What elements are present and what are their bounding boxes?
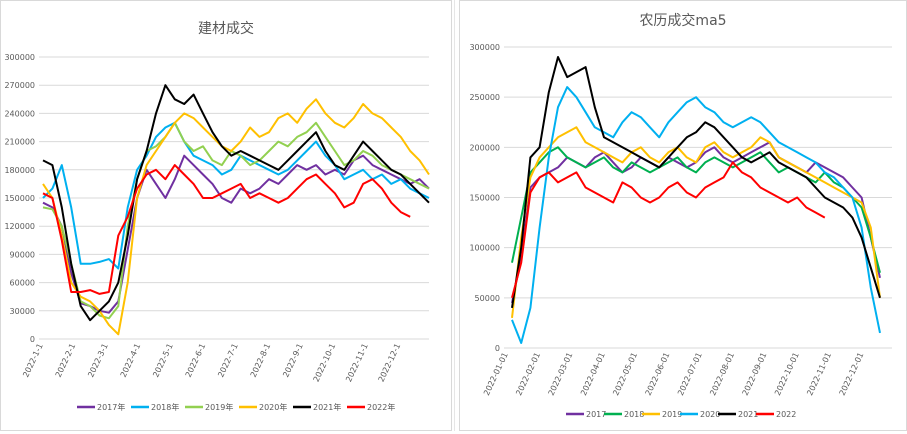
y-tick-label: 150000 [469, 194, 500, 203]
y-tick-label: 90000 [10, 250, 35, 259]
y-tick-label: 300000 [4, 53, 35, 62]
chart-panel-right: 农历成交ma5 0 50000 100000 150000 200000 250000 300… [459, 0, 907, 431]
legend-label: 2017 [586, 410, 606, 419]
x-tick-label: 2022-9-1 [281, 342, 305, 379]
x-tick-label: 2022-08-01 [708, 351, 736, 397]
x-tick-label: 2022-10-1 [312, 342, 338, 383]
y-tick-label: 200000 [469, 143, 500, 152]
x-tick-label: 2022-8-1 [249, 342, 273, 379]
y-tick-label: 100000 [469, 244, 500, 253]
x-tick-label: 2022-12-01 [838, 351, 866, 397]
legend-label: 2019 [662, 410, 682, 419]
y-tick-label: 250000 [469, 93, 500, 102]
x-tick-label: 2022-04-01 [579, 351, 607, 397]
series-line-2020年 [42, 98, 430, 336]
x-tick-label: 2022-06-01 [644, 351, 672, 397]
y-tick-label: 270000 [4, 81, 35, 90]
x-tick-label: 2022-05-01 [611, 351, 639, 397]
series-line-2017 [511, 141, 881, 304]
x-tick-label: 2022-03-01 [547, 351, 575, 397]
series-line-2018年 [42, 121, 430, 270]
y-tick-label: 240000 [4, 109, 35, 118]
series-line-2021年 [42, 84, 430, 322]
x-tick-label: 2022-7-1 [216, 342, 240, 379]
y-tick-label: 210000 [4, 138, 35, 147]
series-line-2019年 [42, 121, 430, 320]
series-line-2020 [511, 86, 881, 344]
x-tick-label: 2022-12-1 [377, 342, 403, 383]
legend-label: 2018年 [151, 402, 179, 412]
chart-building-materials: 建材成交 0 30000 60000 90000 120000 150000 180000 21… [4, 20, 430, 412]
x-tick-label: 2022-1-1 [21, 342, 45, 379]
x-tick-label: 2022-6-1 [184, 342, 208, 379]
y-tick-label: 30000 [10, 307, 35, 316]
legend-label: 2018 [624, 410, 644, 419]
y-tick-label: 120000 [4, 222, 35, 231]
legend-label: 2017年 [97, 402, 125, 412]
legend-label: 2022 [776, 410, 796, 419]
y-tick-label: 0 [30, 335, 35, 344]
x-tick-label: 2022-10-01 [773, 351, 801, 397]
y-tick-label: 180000 [4, 166, 35, 175]
y-tick-label: 50000 [475, 294, 500, 303]
x-tick-label: 2022-3-1 [86, 342, 110, 379]
series-line-2019 [511, 126, 881, 319]
x-tick-label: 2022-5-1 [151, 342, 175, 379]
legend-label: 2019年 [205, 402, 233, 412]
y-tick-label: 0 [495, 344, 500, 353]
x-tick-label: 2022-4-1 [119, 342, 143, 379]
y-tick-label: 150000 [4, 194, 35, 203]
x-tick-label: 2022-2-1 [54, 342, 78, 379]
x-tick-label: 2022-11-1 [344, 342, 370, 383]
chart-title: 建材成交 [198, 20, 254, 37]
x-tick-label: 2022-09-01 [741, 351, 769, 397]
chart-panel-left: 建材成交 0 30000 60000 90000 120000 150000 180000 21… [0, 0, 452, 431]
y-tick-label: 300000 [469, 43, 500, 52]
x-tick-label: 2022-11-01 [805, 351, 833, 397]
legend-label: 2021年 [313, 402, 341, 412]
panel-separator [454, 0, 455, 431]
series-line-2022年 [42, 164, 411, 295]
series-line-2018 [511, 146, 881, 274]
legend-label: 2022年 [367, 402, 395, 412]
y-tick-label: 60000 [10, 279, 35, 288]
series-line-2022 [511, 161, 826, 299]
chart-title: 农历成交ma5 [639, 12, 726, 29]
x-tick-label: 2022-07-01 [676, 351, 704, 397]
x-tick-label: 2022-01-01 [482, 351, 510, 397]
legend-label: 2021 [738, 410, 758, 419]
series-line-2021 [511, 56, 881, 309]
legend-label: 2020 [700, 410, 720, 419]
chart-lunar-ma5: 农历成交ma5 0 50000 100000 150000 200000 250000 300… [469, 12, 892, 419]
legend-label: 2020年 [259, 402, 287, 412]
x-tick-label: 2022-02-01 [514, 351, 542, 397]
series-line-2017年 [42, 154, 430, 314]
